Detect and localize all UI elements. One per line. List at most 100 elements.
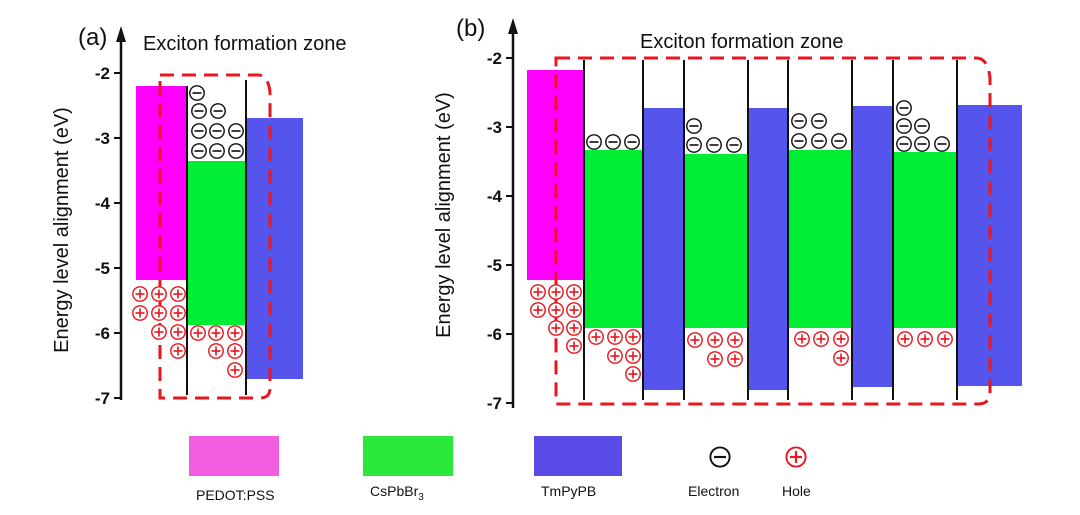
panel-a-holes-cspbbr3: [189, 324, 244, 379]
panel-b-zone-title: Exciton formation zone: [640, 31, 843, 53]
legend-cspbbr3-label: CsPbBr3: [370, 483, 424, 503]
panel-b-cspbbr3-bar: [684, 154, 748, 328]
electron-icon: [933, 135, 951, 153]
electron-icon: [585, 133, 603, 151]
electron-icon: [685, 117, 703, 135]
panel-a: (a) Exciton formation zone Energy level …: [51, 24, 346, 408]
panel-a-y-axis-label: Energy level alignment (eV): [51, 107, 73, 353]
hole-icon: [169, 304, 187, 322]
legend-cspbbr3-swatch: [363, 436, 453, 476]
hole-icon: [150, 285, 168, 303]
panel-b-tick-label: -4: [487, 187, 503, 206]
electron-icon: [790, 132, 808, 150]
hole-icon: [169, 285, 187, 303]
panel-b-tick-label: -2: [487, 49, 502, 68]
hole-icon: [706, 331, 724, 349]
hole-icon: [624, 365, 642, 383]
panel-b-cspbbr3-bar: [788, 150, 852, 328]
hole-icon: [207, 342, 225, 360]
electron-icon: [810, 112, 828, 130]
electron-icon: [623, 133, 641, 151]
electron-icon: [208, 122, 226, 140]
electron-icon: [830, 132, 848, 150]
hole-icon: [131, 304, 149, 322]
legend-hole-icon: [785, 446, 807, 468]
panel-b: (b) Exciton formation zone Energy level …: [433, 15, 1022, 413]
panel-b-cspbbr3-bar: [584, 150, 643, 328]
panel-a-tick-label: -7: [95, 389, 110, 408]
hole-icon: [226, 342, 244, 360]
hole-icon: [150, 323, 168, 341]
legend-tmpypb-swatch: [534, 436, 622, 476]
hole-icon: [547, 283, 565, 301]
electron-icon: [895, 135, 913, 153]
panel-b-tmpypb-bar: [748, 108, 788, 390]
panel-a-electrons: [188, 84, 245, 160]
electron-icon: [913, 135, 931, 153]
electron-icon: [208, 142, 226, 160]
hole-icon: [832, 330, 850, 348]
panel-b-ticks: [506, 57, 513, 404]
legend-electron-label: Electron: [688, 483, 739, 499]
electron-icon: [190, 102, 208, 120]
electron-icon: [188, 84, 206, 102]
electron-icon: [705, 136, 723, 154]
hole-icon: [169, 323, 187, 341]
panel-b-axis-arrow-icon: [508, 18, 518, 34]
hole-icon: [529, 301, 547, 319]
panel-a-tick-label: -3: [95, 129, 110, 148]
panel-a-tick-label: -5: [95, 259, 110, 278]
panel-a-tick-label: -2: [95, 64, 110, 83]
hole-icon: [936, 330, 954, 348]
panel-a-zone-title: Exciton formation zone: [143, 33, 346, 55]
panel-a-axis-arrow-icon: [116, 26, 126, 42]
legend-tmpypb-label: TmPyPB: [541, 483, 596, 499]
panel-b-interface-lines: [583, 60, 958, 400]
panel-b-exciton-zone-outline: [554, 56, 992, 406]
hole-icon: [587, 328, 605, 346]
electron-icon: [227, 122, 245, 140]
panel-b-tick-label: -5: [487, 256, 502, 275]
hole-icon: [832, 349, 850, 367]
electron-icon: [604, 133, 622, 151]
electron-icon: [227, 142, 245, 160]
panel-b-tick-label: -3: [487, 118, 502, 137]
hole-icon: [706, 350, 724, 368]
electron-icon: [895, 99, 913, 117]
panel-a-exciton-zone-outline: [158, 73, 272, 400]
panel-a-tmpypb-bar: [246, 118, 303, 379]
panel-a-tick-label: -6: [95, 324, 110, 343]
hole-icon: [686, 331, 704, 349]
electron-icon: [209, 102, 227, 120]
hole-icon: [726, 350, 744, 368]
panel-b-tick-label: -6: [487, 325, 502, 344]
legend-hole-label: Hole: [782, 483, 811, 499]
hole-icon: [150, 304, 168, 322]
hole-icon: [606, 328, 624, 346]
hole-icon: [189, 324, 207, 342]
electron-icon: [810, 132, 828, 150]
hole-icon: [896, 330, 914, 348]
electron-icon: [895, 117, 913, 135]
panel-b-tag: (b): [456, 15, 485, 42]
electron-icon: [725, 136, 743, 154]
panel-b-y-axis-label: Energy level alignment (eV): [433, 92, 455, 338]
hole-icon: [565, 283, 583, 301]
electron-icon: [913, 117, 931, 135]
hole-icon: [624, 347, 642, 365]
hole-icon: [565, 319, 583, 337]
hole-icon: [131, 285, 149, 303]
legend: PEDOT:PSS CsPbBr3 TmPyPB Electron Hole: [189, 436, 811, 503]
electron-icon: [190, 142, 208, 160]
hole-icon: [812, 330, 830, 348]
panel-b-tick-label: -7: [487, 394, 502, 413]
electron-icon: [190, 122, 208, 140]
panel-a-tick-label: -4: [95, 194, 111, 213]
panel-a-tag: (a): [78, 24, 107, 51]
hole-icon: [793, 330, 811, 348]
panel-b-tmpypb-bar: [643, 108, 684, 390]
hole-icon: [726, 331, 744, 349]
hole-icon: [226, 324, 244, 342]
hole-icon: [547, 319, 565, 337]
